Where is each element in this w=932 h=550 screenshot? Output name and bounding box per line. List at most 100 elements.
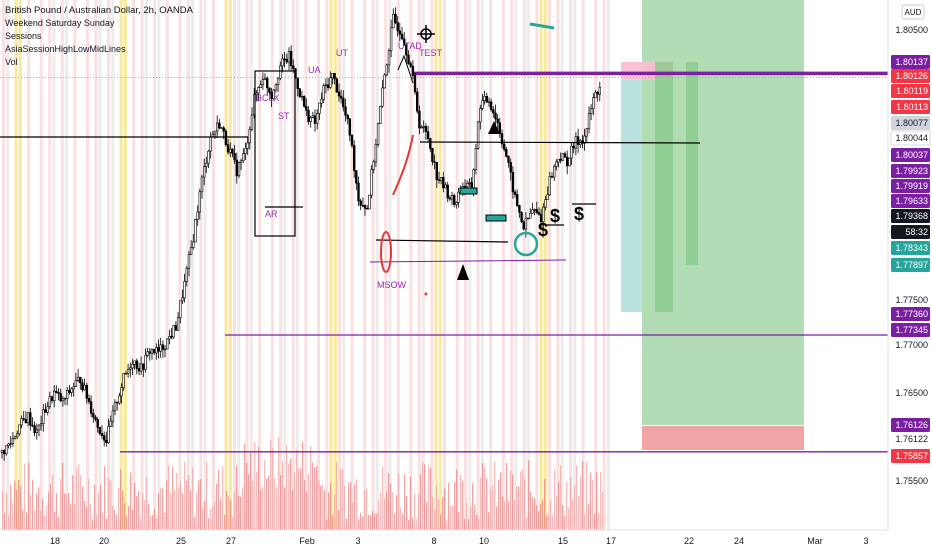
candle-body [300,96,304,98]
candle-body [89,401,93,414]
volume-bar [452,505,454,530]
volume-bar [344,485,346,530]
volume-bar [428,465,430,530]
teal-dash-top [529,22,555,30]
volume-bar [384,498,386,530]
candle-body [429,138,432,149]
volume-bar [82,486,84,530]
annotation-dollar-2: $ [550,206,560,226]
session-stripe [464,0,467,530]
indicator-sessions[interactable]: Sessions [5,31,42,41]
candle-body [196,211,199,220]
indicator-weekend[interactable]: Weekend Saturday Sunday [5,18,115,28]
currency-label: AUD [905,8,922,17]
volume-bar [86,507,88,530]
session-stripe [191,0,194,530]
volume-bar [80,475,82,530]
candle-body [322,85,325,100]
candle-body [402,38,406,46]
teal-zone [621,80,642,312]
volume-bar [70,504,72,530]
volume-bar [352,502,354,530]
volume-bar [378,501,380,530]
volume-bar [180,481,182,530]
y-tick-label: 1.76122 [895,434,928,444]
candle-body [494,112,497,120]
price-label-bg [890,130,931,146]
price-label: 1.80044 [895,133,928,143]
volume-bar [466,502,468,530]
chart-title[interactable]: British Pound / Australian Dollar, 2h, O… [5,5,193,16]
candle-body [381,87,384,107]
candle-body [437,179,441,181]
volume-bar [286,445,288,530]
volume-bar [140,519,142,530]
volume-bar [576,465,578,530]
volume-bar [108,477,110,530]
candle-body [450,195,454,200]
indicator-vol[interactable]: Vol [5,57,18,67]
volume-bar [172,466,174,530]
indicator-asia-session[interactable]: AsiaSessionHighLowMidLines [5,44,126,54]
price-label: 1.80113 [896,102,928,112]
candle-body [313,115,317,124]
candle-body [572,145,575,149]
test-cross-icon [417,25,435,43]
candle-body [292,65,295,70]
y-tick-label: 1.77000 [895,340,928,350]
y-tick-label: 1.75500 [895,476,928,486]
volume-bar [330,482,332,530]
candle-body [496,118,499,124]
x-tick-label: 3 [355,536,360,546]
volume-bar [496,506,498,530]
candle-body [211,133,215,138]
candle-body [346,115,349,120]
candle-body [522,221,525,230]
candle-body [398,30,401,35]
candle-body [55,390,58,393]
volume-bar [490,489,492,530]
volume-bar [92,519,94,530]
candle-body [100,433,104,436]
volume-bar [584,514,586,530]
candle-body [539,214,543,223]
volume-bar [450,505,452,530]
candle-body [498,122,501,134]
volume-bar [94,484,96,530]
candle-body [20,418,23,426]
volume-bar [188,475,190,530]
volume-bar [60,479,62,530]
candle-body [57,392,60,394]
volume-bar [480,477,482,530]
x-tick-label: Feb [299,536,315,546]
candle-body [135,360,138,369]
utad-triangle-lines [397,54,414,84]
candle-body [418,110,421,129]
volume-bar [374,513,376,530]
candle-body [426,131,430,139]
volume-bar [250,451,252,530]
time-axis[interactable] [0,529,932,550]
candle-body [557,158,560,163]
volume-bar [174,490,176,530]
candle-body [168,335,171,340]
session-stripe [548,0,551,530]
candle-body [189,247,193,255]
candle-body [383,74,386,89]
volume-bar [420,474,422,530]
currency-button[interactable]: AUD [901,4,925,20]
candle-body [305,106,308,111]
session-stripe [476,0,480,530]
volume-bar [4,513,6,530]
session-stripe [527,0,530,530]
volume-bar [116,515,118,530]
price-label: 1.79633 [895,196,928,206]
candle-body [537,212,541,215]
candle-body [520,212,523,223]
candle-body [518,205,521,213]
candle-body [348,118,351,136]
candle-body [72,386,75,390]
candle-body [452,195,456,205]
volume-bar [34,509,36,530]
